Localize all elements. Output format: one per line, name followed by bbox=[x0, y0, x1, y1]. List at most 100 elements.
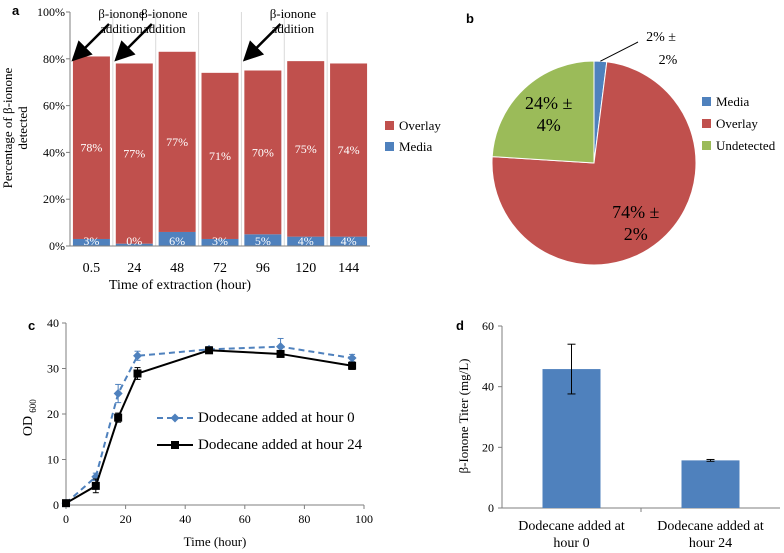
panel-b-legend-label-undetected: Undetected bbox=[716, 138, 776, 153]
panel-a-y-label-line-1: Percentage of β-ionone bbox=[0, 67, 15, 188]
panel-a-x-tick-label: 72 bbox=[213, 261, 227, 276]
panel-b-label-undetected-line-1: 24% ± bbox=[525, 93, 572, 113]
panel-a-x-tick-label: 144 bbox=[338, 261, 359, 276]
panel-label-a: a bbox=[12, 3, 20, 18]
panel-a-y-tick-label: 0% bbox=[49, 239, 65, 253]
panel-b-legend-swatch-undetected bbox=[702, 141, 711, 150]
panel-d-y-label: β-Ionone Titer (mg/L) bbox=[456, 359, 471, 474]
panel-a-media-data-label: 0% bbox=[126, 234, 142, 248]
panel-a-y-tick-label: 80% bbox=[43, 52, 65, 66]
panel-a-legend-label-overlay: Overlay bbox=[399, 118, 441, 133]
panel-a-overlay-data-label: 78% bbox=[80, 141, 102, 155]
panel-c-y-tick-label: 10 bbox=[47, 453, 59, 467]
panel-b-legend-swatch-media bbox=[702, 97, 711, 106]
panel-c-x-tick-label: 80 bbox=[298, 512, 310, 526]
panel-b-legend-label-overlay: Overlay bbox=[716, 116, 758, 131]
panel-a-annotations: β-iononeadditionβ-iononeadditionβ-ionone… bbox=[71, 6, 317, 62]
panel-d-axes: 0 20 40 60 Dodecane added at hour 0 Dodecane a… bbox=[482, 319, 780, 551]
panel-label-d: d bbox=[456, 318, 464, 333]
panel-b-label-overlay-line-2: 2% bbox=[624, 224, 648, 244]
panel-b-slice-undetected bbox=[491, 60, 595, 164]
panel-a-media-bar bbox=[287, 236, 325, 246]
panel-d-bar-chart: d 0 20 40 60 Dodecane added at hour 0 Dodecane… bbox=[456, 318, 780, 551]
panel-a-legend-swatch-overlay bbox=[385, 121, 394, 130]
panel-c-point-series-hour-24 bbox=[114, 413, 123, 422]
panel-a-x-tick-label: 96 bbox=[256, 261, 270, 276]
panel-a-annotation-text: β-ionone bbox=[270, 6, 317, 21]
panel-a-y-axis-label: Percentage of β-ionone detected bbox=[0, 67, 30, 188]
panel-a-x-tick-label: 120 bbox=[295, 261, 316, 276]
panel-c-x-tick-label: 0 bbox=[63, 512, 69, 526]
panel-a-y-tick-label: 100% bbox=[37, 5, 65, 19]
panel-d-y-tick-label: 60 bbox=[482, 319, 494, 333]
panel-b-label-media-line-2: 2% bbox=[659, 53, 678, 68]
panel-c-axes: 0 10 20 30 40 0 20 40 60 80 100 bbox=[47, 316, 373, 526]
panel-c-legend: Dodecane added at hour 0 Dodecane added a… bbox=[157, 410, 363, 453]
panel-a-axes: 0% 20% 40% 60% 80% 100% 0.5 24 48 72 96 120 144 bbox=[37, 5, 370, 276]
panel-a-overlay-data-label: 74% bbox=[338, 143, 360, 157]
panel-c-x-tick-label: 20 bbox=[120, 512, 132, 526]
panel-a-legend-label-media: Media bbox=[399, 139, 432, 154]
panel-a-overlay-bar bbox=[330, 63, 368, 237]
panel-a-annotation-arrow bbox=[242, 23, 282, 62]
panel-b-label-overlay-line-1: 74% ± bbox=[612, 202, 659, 222]
panel-a-overlay-bar bbox=[115, 63, 153, 244]
panel-c-point-series-hour-24 bbox=[205, 346, 214, 355]
panel-a-media-data-label: 3% bbox=[83, 234, 99, 248]
panel-a-overlay-data-label: 71% bbox=[209, 149, 231, 163]
panel-a-media-bar bbox=[330, 236, 368, 246]
panel-c-y-tick-label: 30 bbox=[47, 362, 59, 376]
panel-c-point-series-hour-24 bbox=[62, 499, 70, 508]
panel-a-media-bar bbox=[72, 238, 110, 246]
panel-b-pie bbox=[491, 60, 697, 266]
panel-c-y-axis-label: OD 600 bbox=[21, 399, 38, 436]
panel-d-x-tick-label: hour 24 bbox=[689, 536, 732, 551]
panel-a-annotation-text: addition bbox=[143, 21, 186, 36]
panel-a-legend: Overlay Media bbox=[385, 118, 441, 154]
panel-c-point-series-hour-24 bbox=[276, 349, 285, 358]
panel-c-point-series-hour-24 bbox=[133, 369, 142, 378]
panel-a-annotation-text: β-ionone bbox=[98, 6, 145, 21]
panel-a-bar-chart: a 3% 78% 0% 77% 6% 77% 3% 71% 5% 70% 4% 75% 4% 74% 0%… bbox=[0, 3, 441, 293]
panel-c-line-chart: c 0 10 20 30 40 0 20 40 60 80 100 Dodecane added a… bbox=[21, 316, 373, 549]
panel-a-overlay-bar bbox=[287, 61, 325, 237]
panel-a-overlay-data-label: 77% bbox=[166, 135, 188, 149]
panel-c-y-label-subscript: 600 bbox=[28, 399, 38, 413]
panel-d-y-tick-label: 40 bbox=[482, 380, 494, 394]
panel-c-point-series-hour-24 bbox=[91, 481, 100, 490]
panel-a-legend-swatch-media bbox=[385, 142, 394, 151]
panel-a-overlay-bar bbox=[244, 70, 282, 235]
panel-a-overlay-data-label: 70% bbox=[252, 145, 274, 159]
panel-a-y-tick-label: 60% bbox=[43, 99, 65, 113]
panel-a-media-data-label: 4% bbox=[341, 234, 357, 248]
panel-d-x-tick-label: Dodecane added at bbox=[518, 519, 625, 534]
panel-c-y-tick-label: 40 bbox=[47, 316, 59, 330]
panel-b-media-leader-line bbox=[600, 41, 639, 62]
panel-a-media-data-label: 5% bbox=[255, 234, 271, 248]
panel-b-label-media-line-1: 2% ± bbox=[646, 30, 676, 45]
panel-d-y-tick-label: 0 bbox=[488, 501, 494, 515]
panel-c-y-label: OD bbox=[21, 416, 36, 436]
panel-d-y-tick-label: 20 bbox=[482, 440, 494, 454]
panel-d-bar bbox=[681, 460, 740, 508]
panel-a-media-data-label: 3% bbox=[212, 234, 228, 248]
panel-a-bars: 3% 78% 0% 77% 6% 77% 3% 71% 5% 70% 4% 75% 4% 74% bbox=[72, 51, 368, 248]
panel-b-pie-chart: b 2% ±2%74% ±2%24% ±4% MediaOverlayUndet… bbox=[466, 11, 776, 266]
panel-label-c: c bbox=[28, 318, 35, 333]
panel-c-legend-label-series-hour-0: Dodecane added at hour 0 bbox=[198, 410, 355, 426]
panel-a-media-bar bbox=[201, 238, 239, 246]
panel-a-media-data-label: 6% bbox=[169, 234, 185, 248]
panel-a-x-tick-label: 0.5 bbox=[83, 261, 101, 276]
panel-d-x-tick-label: Dodecane added at bbox=[657, 519, 764, 534]
panel-b-legend-label-media: Media bbox=[716, 94, 749, 109]
panel-c-point-series-hour-0 bbox=[276, 342, 286, 352]
panel-a-annotation-text: addition bbox=[100, 21, 143, 36]
panel-a-overlay-bar bbox=[158, 51, 196, 232]
panel-a-y-tick-label: 40% bbox=[43, 145, 65, 159]
panel-a-y-label-line-2: detected bbox=[15, 106, 30, 150]
panel-c-x-tick-label: 40 bbox=[179, 512, 191, 526]
panel-c-legend-marker-series-hour-0 bbox=[170, 413, 180, 423]
panel-a-annotation-text: addition bbox=[272, 21, 315, 36]
panel-a-x-tick-label: 24 bbox=[127, 261, 141, 276]
panel-c-point-series-hour-0 bbox=[133, 351, 143, 361]
